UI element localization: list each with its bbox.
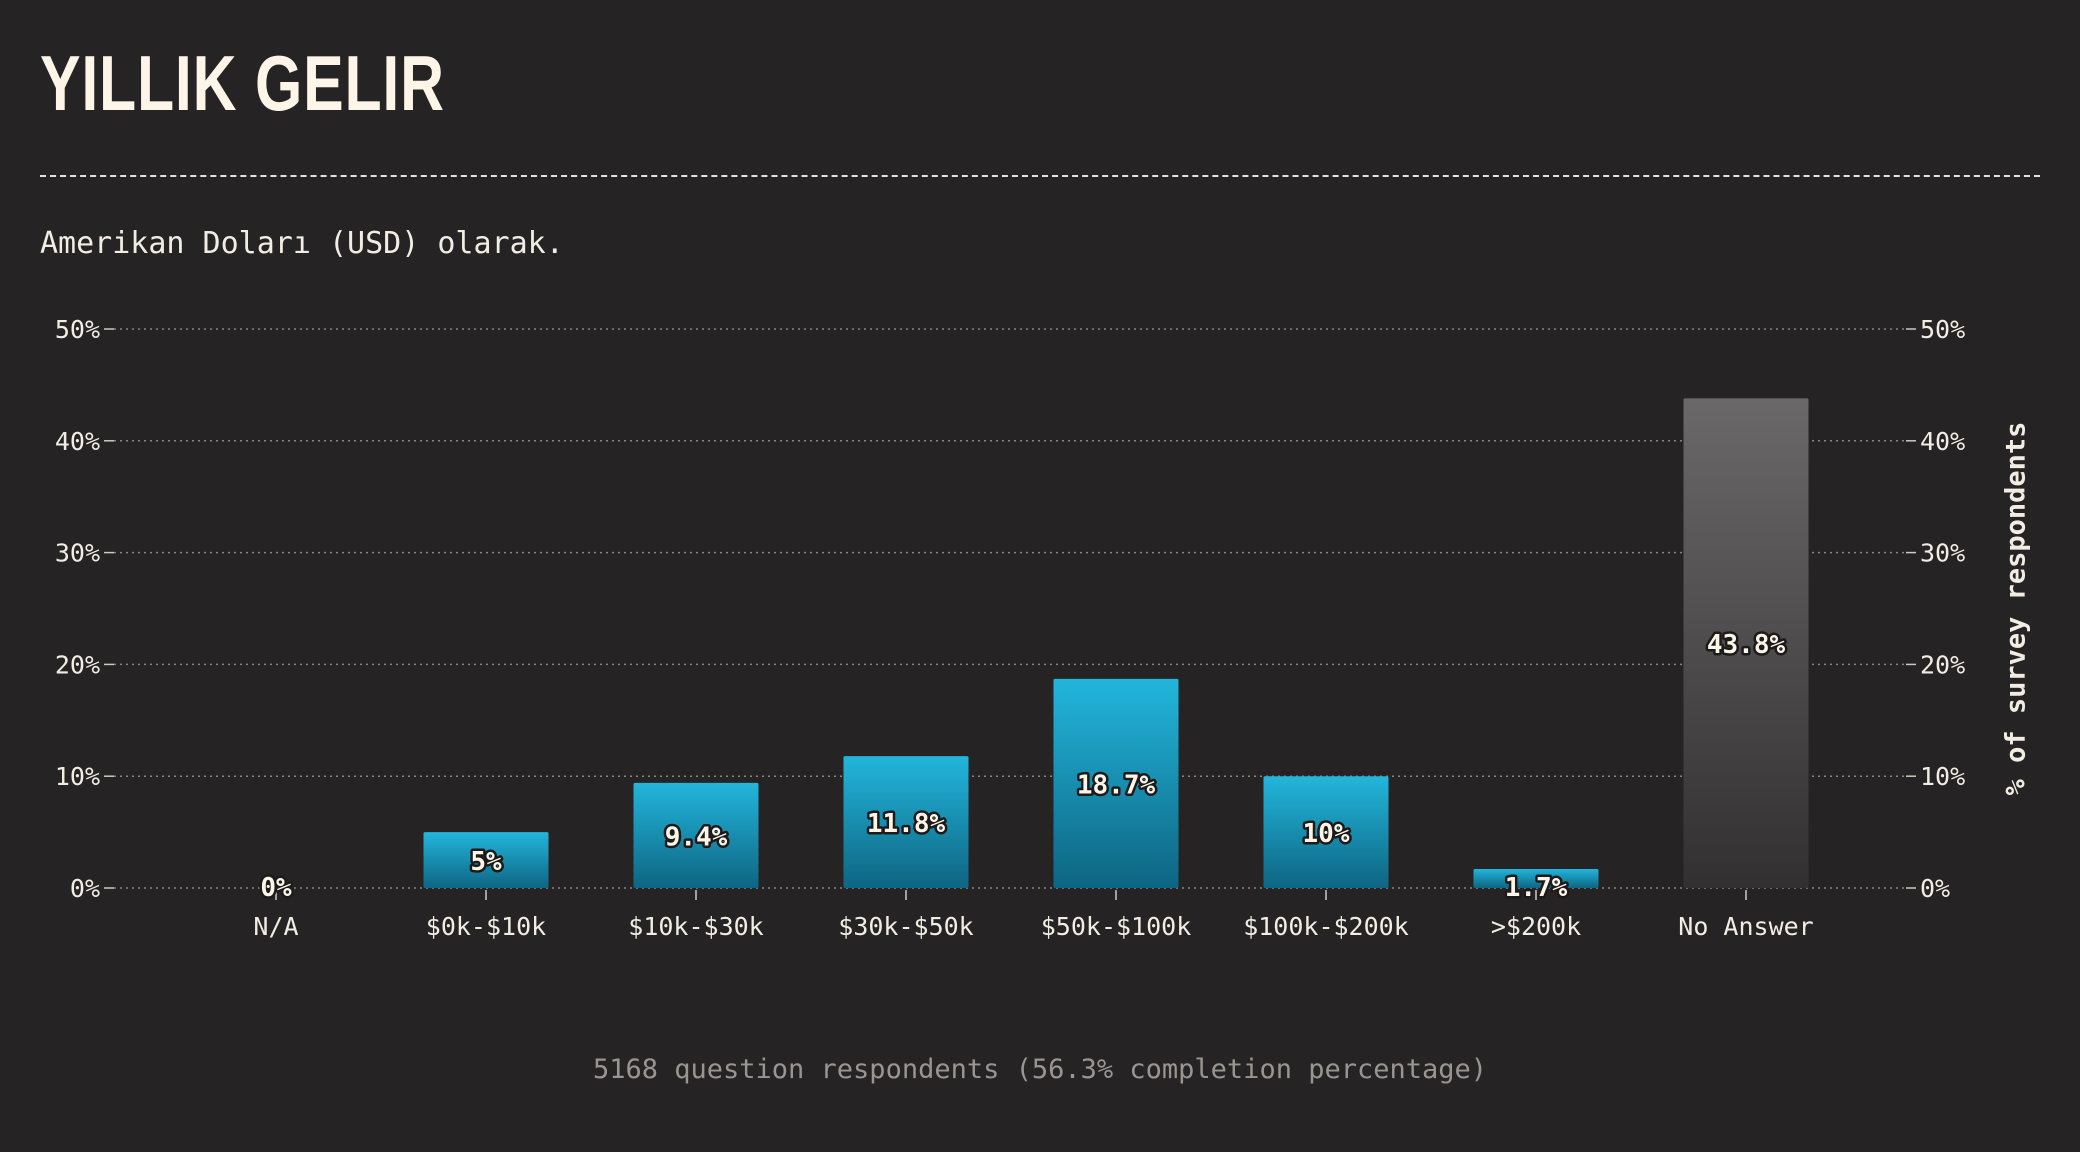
axes: 0% 0% 10% 10% 20% 20% 30% 30% 40% 40% 50% 50% N/A $0k… xyxy=(55,315,1965,941)
y-tick-label-right: 50% xyxy=(1920,315,1965,344)
bar-value-label: 5% xyxy=(470,847,502,877)
y-tick-label-left: 0% xyxy=(70,874,100,903)
y-tick-label-left: 20% xyxy=(55,650,100,679)
x-tick-label: >$200k xyxy=(1491,912,1581,941)
x-tick-label: $50k-$100k xyxy=(1041,912,1192,941)
bar xyxy=(423,832,549,888)
y-tick-label-left: 30% xyxy=(55,539,100,568)
y-tick-label-right: 10% xyxy=(1920,762,1965,791)
bar-value-label: 9.4% xyxy=(665,822,728,852)
x-tick-label: No Answer xyxy=(1678,912,1813,941)
y-tick-label-right: 0% xyxy=(1920,874,1950,903)
chart-subtitle: Amerikan Doları (USD) olarak. xyxy=(40,226,564,261)
bar xyxy=(1053,678,1179,888)
bar xyxy=(1473,868,1599,888)
y-tick-label-left: 50% xyxy=(55,315,100,344)
bar xyxy=(633,782,759,888)
x-tick-label: $10k-$30k xyxy=(628,912,763,941)
y-tick-label-right: 40% xyxy=(1920,427,1965,456)
bar-value-label: 18.7% xyxy=(1077,770,1156,800)
header-divider xyxy=(40,175,2040,177)
respondents-note: 5168 question respondents (56.3% complet… xyxy=(592,1054,1488,1085)
bars xyxy=(423,398,1809,888)
bar-value-label: 10% xyxy=(1303,819,1350,849)
y-tick-label-left: 40% xyxy=(55,427,100,456)
value-labels: 0% 5% 9.4% 11.8% 18.7% 10% 1.7% 43.8% xyxy=(258,628,1788,906)
y-tick-label-right: 20% xyxy=(1920,650,1965,679)
bar-value-label: 43.8% xyxy=(1707,630,1786,660)
x-tick-label: $0k-$10k xyxy=(426,912,546,941)
bar-value-label: 0% xyxy=(260,873,292,903)
x-tick-label: N/A xyxy=(253,912,298,941)
bar xyxy=(843,756,969,888)
page-title: YILLIK GELIR xyxy=(40,39,445,127)
gridlines xyxy=(114,328,1906,889)
y-tick-label-left: 10% xyxy=(55,762,100,791)
bar xyxy=(1683,398,1809,888)
bar xyxy=(1263,776,1389,888)
bar-value-label: 11.8% xyxy=(867,809,946,839)
y-axis-label-right: % of survey respondents xyxy=(2001,422,2032,796)
x-tick-label: $100k-$200k xyxy=(1243,912,1409,941)
x-tick-label: $30k-$50k xyxy=(838,912,973,941)
bar-value-label: 1.7% xyxy=(1505,873,1568,903)
y-tick-label-right: 30% xyxy=(1920,539,1965,568)
